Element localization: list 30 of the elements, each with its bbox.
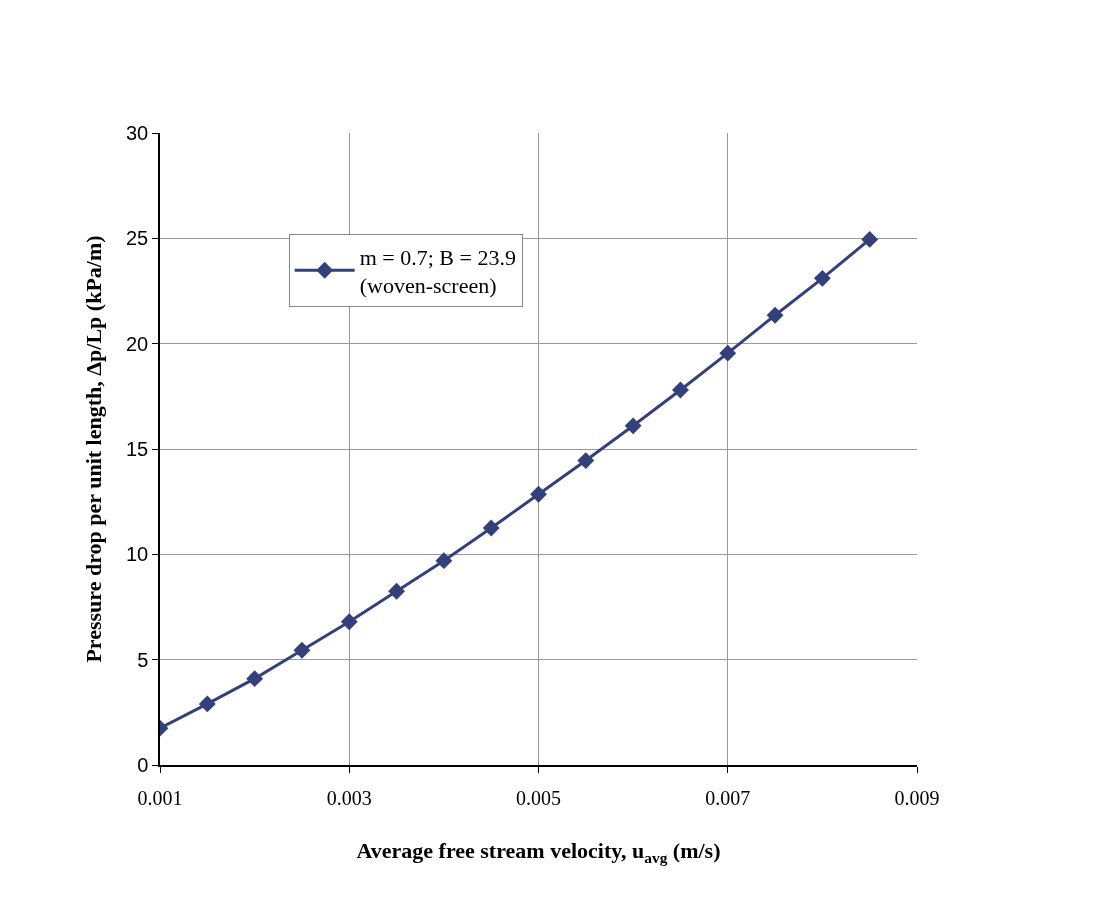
point xyxy=(293,641,311,659)
y-axis-title: Pressure drop per unit length, Δp/Lp (kPa/m) xyxy=(81,235,107,663)
y-tick-label: 5 xyxy=(137,648,149,671)
x-tick-label: 0.007 xyxy=(705,786,751,809)
y-tick-label: 0 xyxy=(137,754,149,776)
x-tick-label: 0.005 xyxy=(516,786,561,809)
y-tick-label: 25 xyxy=(126,227,149,250)
point xyxy=(435,552,453,570)
point xyxy=(482,519,500,537)
point xyxy=(198,695,216,713)
point xyxy=(388,582,406,600)
x-tick-label: 0.009 xyxy=(894,786,940,809)
y-tick-label: 10 xyxy=(126,543,149,566)
x-tick-label: 0.001 xyxy=(137,786,183,809)
legend-label: m = 0.7; B = 23.9 (woven-screen) xyxy=(359,244,516,299)
point xyxy=(340,613,358,631)
x-axis-title: Average free stream velocity, u$_{avg}$ (m/s) xyxy=(356,838,721,866)
point xyxy=(671,381,689,399)
point xyxy=(530,485,547,503)
point xyxy=(719,344,737,362)
y-tick-label: 30 xyxy=(126,122,149,144)
y-tick-label: 15 xyxy=(126,438,149,460)
point xyxy=(246,670,264,688)
y-tick-label: 20 xyxy=(126,332,149,355)
point xyxy=(577,452,595,470)
point xyxy=(861,230,879,248)
point xyxy=(813,269,831,287)
point xyxy=(766,306,784,324)
point xyxy=(624,417,642,435)
x-tick-label: 0.003 xyxy=(326,786,372,809)
